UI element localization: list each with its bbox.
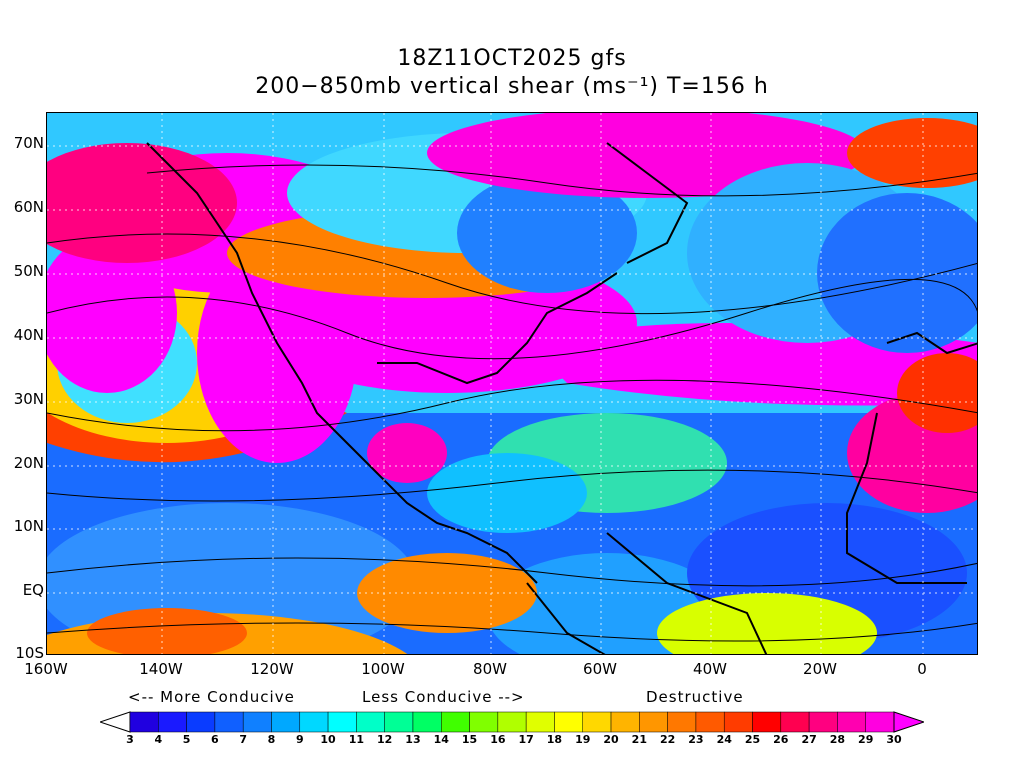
- colorbar-swatch: [525, 711, 555, 733]
- colorbar-swatch: [837, 711, 866, 733]
- colorbar-swatch: [271, 711, 301, 733]
- colorbar-swatch: [158, 711, 187, 733]
- colorbar-tick-label: 15: [461, 733, 478, 746]
- lat-label-60n: 60N: [13, 198, 44, 216]
- colorbar-tick-label: 24: [716, 733, 732, 746]
- colorbar-swatch: [610, 711, 640, 733]
- colorbar-tick-label: 25: [744, 733, 761, 746]
- chart-title-line-2: 200−850mb vertical shear (ms⁻¹) T=156 h: [255, 74, 769, 99]
- colorbar-swatch: [695, 711, 725, 733]
- lat-lon-grid: [47, 113, 977, 654]
- colorbar-tick-label: 20: [603, 733, 619, 746]
- colorbar-swatch: [242, 711, 272, 733]
- lon-label-20w: 20W: [803, 660, 837, 678]
- colorbar-tick-label: 7: [239, 733, 247, 746]
- lon-label-60w: 60W: [583, 660, 617, 678]
- colorbar-swatch: [667, 711, 697, 733]
- colorbar-tick-label: 10: [320, 733, 336, 746]
- lon-label-160w: 160W: [24, 660, 68, 678]
- colorbar-swatch: [186, 711, 216, 733]
- colorbar-tick-label: 26: [773, 733, 789, 746]
- colorbar-swatch: [412, 711, 442, 733]
- colorbar-swatch: [865, 711, 895, 733]
- shear-field-svg: [47, 113, 977, 654]
- colorbar-tick-label: 22: [659, 733, 676, 746]
- colorbar-tick-label: 18: [546, 733, 563, 746]
- colorbar-swatch: [752, 711, 782, 733]
- colorbar-swatch: [441, 711, 470, 733]
- colorbar-swatch: [327, 711, 357, 733]
- lon-label-80w: 80W: [473, 660, 507, 678]
- colorbar-tick-label: 17: [518, 733, 534, 746]
- colorbar-tick-label: 4: [154, 733, 163, 746]
- colorbar-tick-label: 9: [295, 733, 304, 746]
- colorbar-tick-label: 16: [490, 733, 506, 746]
- colorbar-tick-label: 5: [182, 733, 191, 746]
- lat-label-30n: 30N: [13, 390, 44, 408]
- lat-label-70n: 70N: [13, 134, 44, 152]
- colorbar-tick-label: 6: [211, 733, 219, 746]
- colorbar-tick-label: 12: [377, 733, 393, 746]
- colorbar-tick-label: 19: [575, 733, 591, 746]
- lat-label-10n: 10N: [13, 517, 44, 535]
- lon-label-40w: 40W: [693, 660, 727, 678]
- legend-destructive: Destructive: [646, 688, 744, 706]
- streamlines: [47, 164, 977, 642]
- lat-label-10s: 10S: [15, 644, 44, 662]
- colorbar-right-arrow: [893, 711, 924, 733]
- colorbar-tick-label: 27: [801, 733, 817, 746]
- colorbar-left-arrow: [100, 711, 131, 733]
- colorbar-swatch: [582, 711, 612, 733]
- shear-map: [46, 112, 978, 655]
- lon-label-0: 0: [917, 660, 927, 678]
- lat-label-40n: 40N: [13, 326, 44, 344]
- colorbar-tick-label: 14: [433, 733, 449, 746]
- shear-field: [47, 113, 977, 654]
- colorbar-tick-label: 30: [886, 733, 902, 746]
- legend-less-conducive: Less Conducive -->: [362, 688, 525, 706]
- colorbar: [100, 711, 924, 733]
- colorbar-tick-label: 11: [348, 733, 365, 746]
- colorbar-tick-label: 29: [858, 733, 874, 746]
- colorbar-swatch: [129, 711, 159, 733]
- lon-label-120w: 120W: [250, 660, 294, 678]
- colorbar-tick-label: 28: [829, 733, 846, 746]
- lat-label-20n: 20N: [13, 454, 44, 472]
- colorbar-swatch: [639, 711, 668, 733]
- colorbar-tick-label: 8: [267, 733, 276, 746]
- lon-label-140w: 140W: [139, 660, 183, 678]
- chart-title-line-1: 18Z11OCT2025 gfs: [397, 46, 627, 71]
- colorbar-swatch: [808, 711, 838, 733]
- colorbar-swatch: [356, 711, 385, 733]
- colorbar-tick-label: 21: [631, 733, 647, 746]
- colorbar-swatch: [780, 711, 810, 733]
- colorbar-swatch: [384, 711, 414, 733]
- colorbar-swatch: [723, 711, 753, 733]
- colorbar-tick-label: 13: [405, 733, 421, 746]
- colorbar-swatch: [469, 711, 499, 733]
- legend-more-conducive: <-- More Conducive: [128, 688, 295, 706]
- lat-label-50n: 50N: [13, 262, 44, 280]
- colorbar-swatch: [214, 711, 244, 733]
- colorbar-tick-label: 3: [126, 733, 134, 746]
- lat-label-eq: EQ: [22, 581, 44, 599]
- colorbar-swatch: [554, 711, 583, 733]
- colorbar-swatch: [497, 711, 527, 733]
- lon-label-100w: 100W: [361, 660, 405, 678]
- colorbar-tick-label: 23: [688, 733, 704, 746]
- colorbar-swatch: [299, 711, 329, 733]
